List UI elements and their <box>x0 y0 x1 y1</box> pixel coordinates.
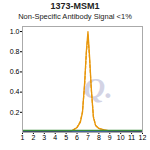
svg-text:7: 7 <box>86 134 90 141</box>
svg-text:11: 11 <box>128 134 135 141</box>
svg-text:3: 3 <box>42 134 46 141</box>
svg-text:9: 9 <box>108 134 112 141</box>
svg-text:10: 10 <box>117 134 125 141</box>
svg-text:4: 4 <box>53 134 57 141</box>
html-text:Non-Specific Antibody Signal <: Non-Specific Antibody Signal <1% <box>18 12 132 21</box>
svg-text:0.8: 0.8 <box>10 48 20 55</box>
svg-text:6: 6 <box>75 134 79 141</box>
svg-text:8: 8 <box>97 134 101 141</box>
svg-text:2: 2 <box>31 134 35 141</box>
svg-text:0.2: 0.2 <box>10 109 20 116</box>
svg-text:0.6: 0.6 <box>10 68 20 75</box>
svg-text:1: 1 <box>21 134 25 141</box>
html-text:1373-MSM1: 1373-MSM1 <box>50 1 100 11</box>
svg-text:12: 12 <box>139 134 147 141</box>
svg-text:5: 5 <box>64 134 68 141</box>
svg-text:0.4: 0.4 <box>10 88 20 95</box>
svg-text:1.0: 1.0 <box>10 28 20 35</box>
svg-text:Q.: Q. <box>84 71 113 104</box>
